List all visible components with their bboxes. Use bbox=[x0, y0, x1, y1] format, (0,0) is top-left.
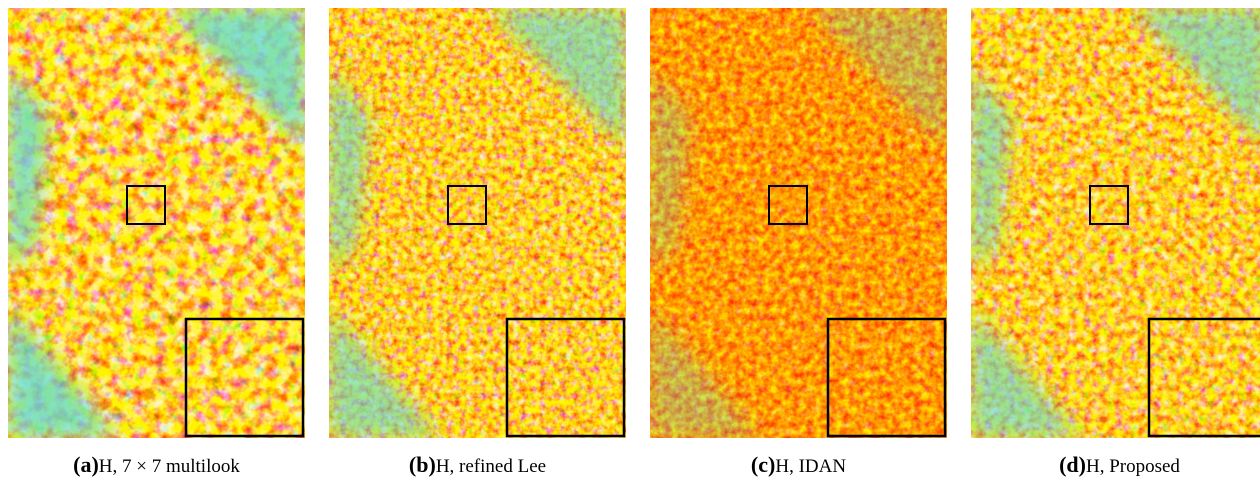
sar-image bbox=[8, 8, 305, 438]
caption-text: H, 7 × 7 multilook bbox=[99, 456, 241, 477]
panel: (c)H, IDAN bbox=[650, 8, 947, 477]
sar-image bbox=[971, 8, 1260, 438]
caption-text: H, Proposed bbox=[1086, 456, 1180, 477]
panel: (d)H, Proposed bbox=[971, 8, 1260, 477]
caption-label: (c) bbox=[751, 452, 775, 477]
sar-image bbox=[650, 8, 947, 438]
caption-label: (d) bbox=[1059, 452, 1086, 477]
inset bbox=[828, 319, 946, 437]
inset bbox=[507, 319, 625, 437]
caption: (c)H, IDAN bbox=[751, 452, 846, 477]
inset bbox=[186, 319, 304, 437]
inset bbox=[1149, 319, 1260, 437]
caption-text: H, refined Lee bbox=[436, 456, 546, 477]
figure: (a)H, 7 × 7 multilook (b)H, refined Lee (c… bbox=[0, 0, 1260, 488]
caption: (d)H, Proposed bbox=[1059, 452, 1180, 477]
caption-label: (b) bbox=[409, 452, 436, 477]
caption-text: H, IDAN bbox=[775, 456, 846, 477]
sar-image bbox=[329, 8, 626, 438]
page: (a)H, 7 × 7 multilook (b)H, refined Lee (c… bbox=[0, 0, 1260, 488]
caption: (b)H, refined Lee bbox=[409, 452, 546, 477]
panel: (a)H, 7 × 7 multilook bbox=[8, 8, 305, 477]
caption: (a)H, 7 × 7 multilook bbox=[73, 452, 240, 477]
panel: (b)H, refined Lee bbox=[329, 8, 626, 477]
caption-label: (a) bbox=[73, 452, 99, 477]
